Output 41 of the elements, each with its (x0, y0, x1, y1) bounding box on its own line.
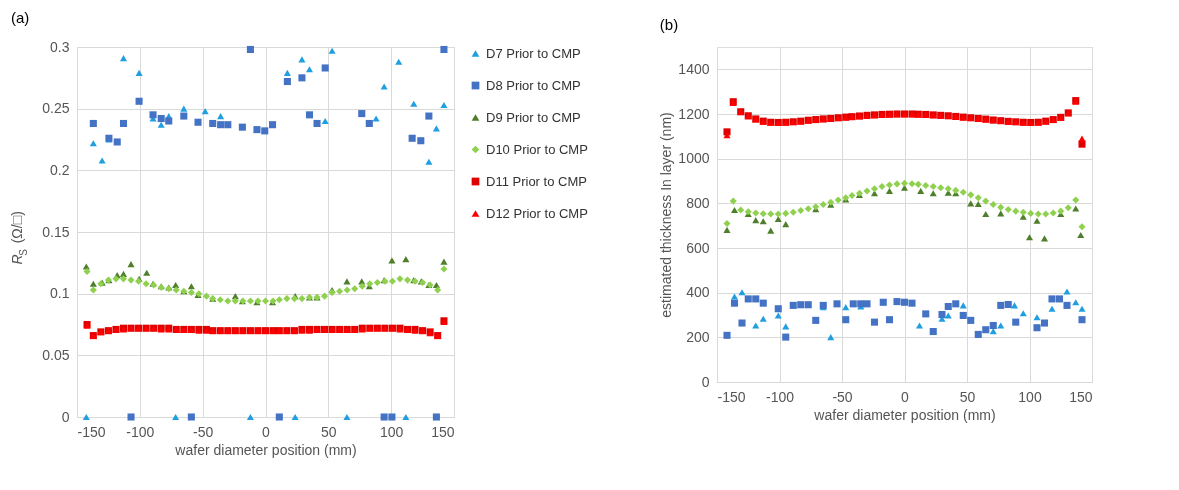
y-tick-label: 200 (686, 328, 710, 345)
legend-label: D12 Prior to CMP (486, 205, 588, 221)
x-tick-label: -50 (832, 388, 853, 405)
y-tick-label: 0.3 (50, 38, 70, 55)
y-tick-label: 1200 (678, 105, 710, 122)
x-tick-label: 100 (1018, 388, 1042, 405)
y-tick-label: 800 (686, 194, 710, 211)
y-tick-label: 0.15 (42, 223, 70, 240)
x-tick-label: -150 (717, 388, 746, 405)
y-tick-label: 0.05 (42, 346, 70, 363)
legend-label: D9 Prior to CMP (486, 109, 581, 125)
y-tick-label: 1000 (678, 150, 710, 167)
chart-title: (a) (11, 9, 30, 26)
x-tick-label: -150 (77, 423, 106, 440)
y-tick-label: 0 (61, 408, 70, 425)
x-tick-label: -100 (765, 388, 795, 405)
x-tick-label: 150 (1069, 388, 1093, 405)
legend-label: D10 Prior to CMP (486, 141, 588, 157)
legend-label: D7 Prior to CMP (486, 45, 581, 61)
x-tick-label: 50 (321, 423, 337, 440)
y-tick-label: 0 (701, 373, 710, 390)
legend-label: D11 Prior to CMP (486, 173, 587, 189)
y-tick-label: 0.25 (42, 100, 70, 117)
y-tick-label: 0.2 (50, 161, 70, 178)
x-tick-label: 0 (262, 423, 271, 440)
y-tick-label: 1400 (678, 60, 710, 77)
x-tick-label: -50 (193, 423, 214, 440)
y-axis-title: estimated thickness In layer (nm) (658, 112, 675, 318)
x-tick-label: 0 (901, 388, 910, 405)
x-axis-title: wafer diameter position (mm) (813, 406, 996, 423)
legend-label: D8 Prior to CMP (486, 77, 581, 93)
x-tick-label: 150 (431, 423, 455, 440)
x-tick-label: 100 (379, 423, 404, 440)
chart-title: (b) (659, 16, 679, 33)
y-tick-label: 400 (686, 284, 710, 301)
y-tick-label: 0.1 (50, 285, 70, 302)
y-tick-label: 600 (686, 239, 710, 256)
x-axis-title: wafer diameter position (mm) (174, 441, 357, 458)
x-tick-label: 50 (959, 388, 976, 405)
x-tick-label: -100 (126, 423, 155, 440)
y-axis-title: RS (Ω/□) (9, 211, 29, 265)
